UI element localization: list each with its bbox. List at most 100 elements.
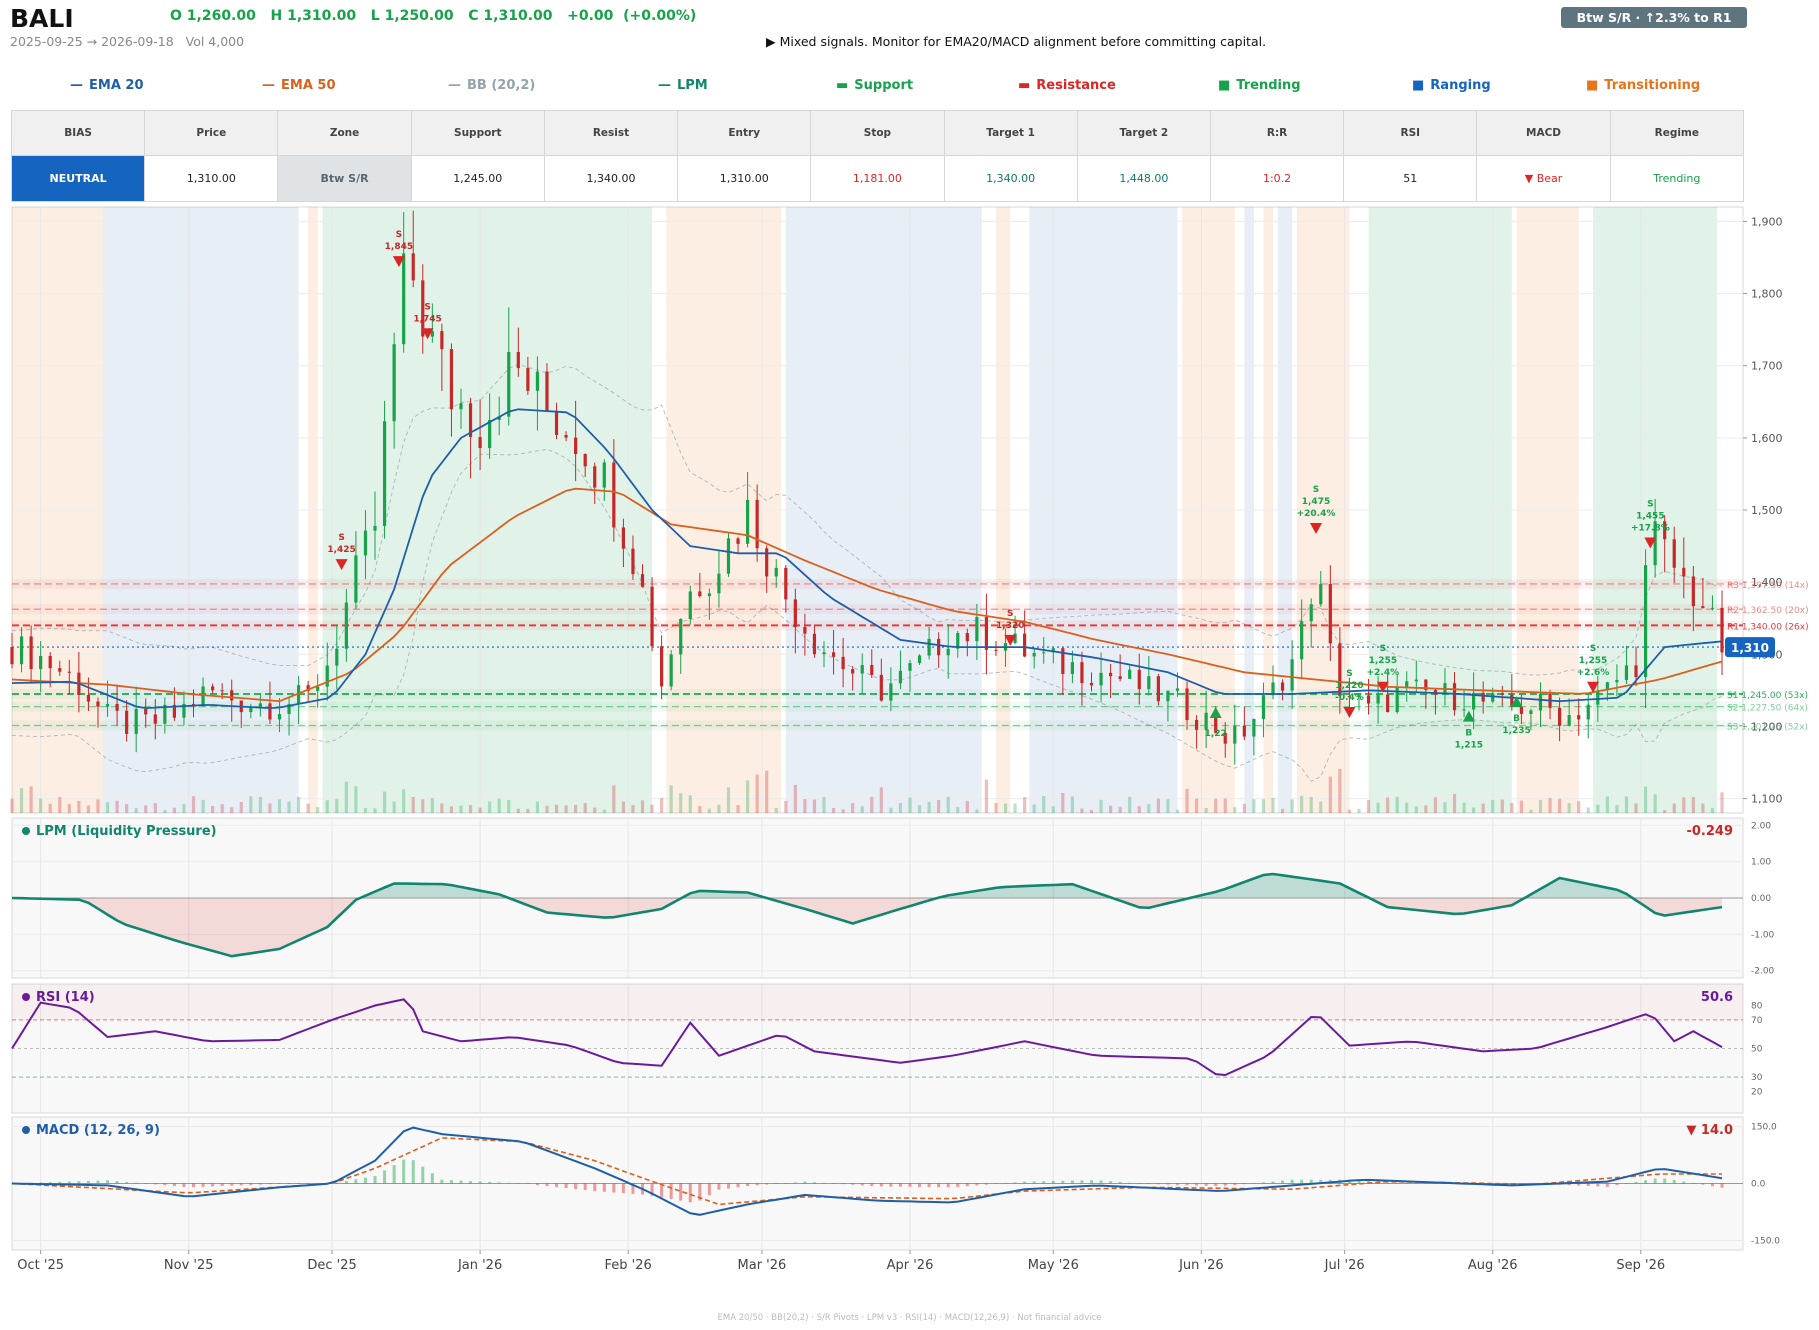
volume-bar — [879, 787, 883, 813]
macd-histogram-bar — [841, 1183, 845, 1185]
volume-bar — [984, 779, 989, 813]
table-header-cell: Resist — [543, 110, 679, 156]
legend-item-transitioning[interactable]: ■ Transitioning — [1586, 78, 1701, 93]
support-cell: 1,245.00 — [410, 155, 545, 202]
y-tick-label: 20 — [1751, 1088, 1763, 1098]
legend-item-ema20[interactable]: — EMA 20 — [70, 78, 144, 93]
volume-bar — [172, 807, 177, 813]
macd-histogram-bar — [1080, 1180, 1084, 1184]
candle-body — [745, 499, 750, 544]
candle-body — [956, 633, 960, 649]
volume-bar — [1691, 797, 1695, 813]
macd-histogram-bar — [1013, 1182, 1017, 1184]
candle-body — [1042, 652, 1046, 654]
candle-body — [1615, 679, 1619, 683]
signal-price-label: 1,320 — [996, 621, 1024, 631]
macd-histogram-bar — [1233, 1183, 1237, 1185]
volume-bar — [803, 799, 807, 813]
legend-item-resistance[interactable]: ▬ Resistance — [1018, 78, 1116, 93]
candle-body — [1089, 682, 1094, 686]
macd-histogram-bar — [707, 1183, 711, 1196]
legend-item-ema50[interactable]: — EMA 50 — [262, 78, 336, 93]
volume-bar — [29, 786, 33, 813]
macd-histogram-bar — [440, 1179, 444, 1184]
macd-histogram-bar — [1061, 1180, 1065, 1184]
volume-bar — [249, 796, 253, 813]
macd-histogram-bar — [516, 1183, 520, 1184]
macd-histogram-bar — [583, 1183, 587, 1191]
macd-histogram-bar — [602, 1183, 606, 1192]
volume-bar — [1481, 803, 1485, 813]
volume-bar — [640, 800, 645, 813]
candle-body — [640, 574, 645, 587]
candle-body — [1137, 669, 1141, 690]
macd-histogram-bar — [1386, 1182, 1390, 1184]
legend-item-lpm[interactable]: — LPM — [658, 78, 708, 93]
legend-item-support[interactable]: ▬ Support — [836, 78, 914, 93]
volume-bar — [994, 803, 998, 813]
macd-histogram-bar — [1586, 1183, 1590, 1186]
signal-side-label: S — [1380, 644, 1386, 654]
candle-body — [373, 525, 377, 531]
macd-histogram-bar — [1051, 1180, 1055, 1184]
volume-bar — [335, 798, 339, 813]
volume-bar — [784, 800, 788, 813]
volume-bar — [1118, 807, 1122, 813]
candle-body — [707, 593, 711, 597]
x-tick-label: Dec '25 — [307, 1258, 356, 1273]
candle-body — [621, 527, 625, 549]
candle-body — [1271, 682, 1275, 696]
stop-cell: 1,181.00 — [810, 155, 945, 202]
volume-bar — [1319, 801, 1323, 813]
level-label: R3 1,397.50 (14x) — [1727, 581, 1809, 591]
ticker-symbol: BALI — [10, 4, 74, 33]
macd-histogram-bar — [1214, 1183, 1218, 1187]
x-tick-label: Nov '25 — [164, 1258, 214, 1273]
volume-bar — [48, 803, 52, 813]
volume-bar — [344, 781, 348, 813]
y-tick-label: 1,600 — [1751, 432, 1783, 445]
candle-body — [1691, 576, 1695, 607]
candle-body — [946, 648, 950, 656]
candle-body — [220, 690, 224, 692]
volume-bar — [745, 780, 750, 813]
macd-signal-line — [11, 1137, 1722, 1206]
macd-histogram-bar — [879, 1183, 883, 1187]
candle-body — [1701, 606, 1705, 609]
macd-histogram-bar — [555, 1183, 559, 1188]
volume-bar — [1491, 799, 1495, 813]
macd-histogram-bar — [535, 1183, 539, 1186]
legend-item-bb[interactable]: — BB (20,2) — [448, 78, 536, 93]
volume-bar — [774, 808, 778, 813]
candle-body — [793, 599, 797, 628]
y-tick-label: -1.00 — [1751, 930, 1775, 940]
macd-histogram-bar — [1242, 1183, 1246, 1185]
volume-bar — [392, 801, 396, 813]
macd-histogram-bar — [1653, 1178, 1657, 1184]
macd-dot-icon — [22, 1126, 30, 1134]
volume-bar — [402, 789, 406, 813]
candle-body — [803, 627, 807, 634]
volume-bar — [1223, 798, 1227, 813]
candle-body — [1194, 720, 1199, 730]
rsi-title: RSI (14) — [36, 990, 95, 1005]
volume-bar — [908, 797, 912, 813]
candle-body — [316, 686, 320, 691]
macd-histogram-bar — [765, 1183, 769, 1185]
macd-histogram-bar — [239, 1183, 243, 1186]
candle-body — [1624, 665, 1629, 680]
volume-bar — [1500, 799, 1504, 813]
macd-last-value: ▼ 14.0 — [1686, 1123, 1733, 1138]
table-row: NEUTRAL 1,310.00 Btw S/R 1,245.00 1,340.… — [10, 155, 1745, 202]
legend-item-trending[interactable]: ■ Trending — [1218, 78, 1301, 93]
volume-bar — [564, 805, 568, 813]
macd-histogram-bar — [77, 1181, 81, 1184]
volume-bar — [650, 804, 654, 813]
signal-pct-label: -0.4% — [1335, 693, 1364, 703]
volume-bar — [1586, 807, 1590, 813]
macd-histogram-bar — [497, 1182, 501, 1184]
candle-body — [717, 573, 721, 594]
legend-item-ranging[interactable]: ■ Ranging — [1412, 78, 1491, 93]
macd-histogram-bar — [1032, 1181, 1036, 1184]
